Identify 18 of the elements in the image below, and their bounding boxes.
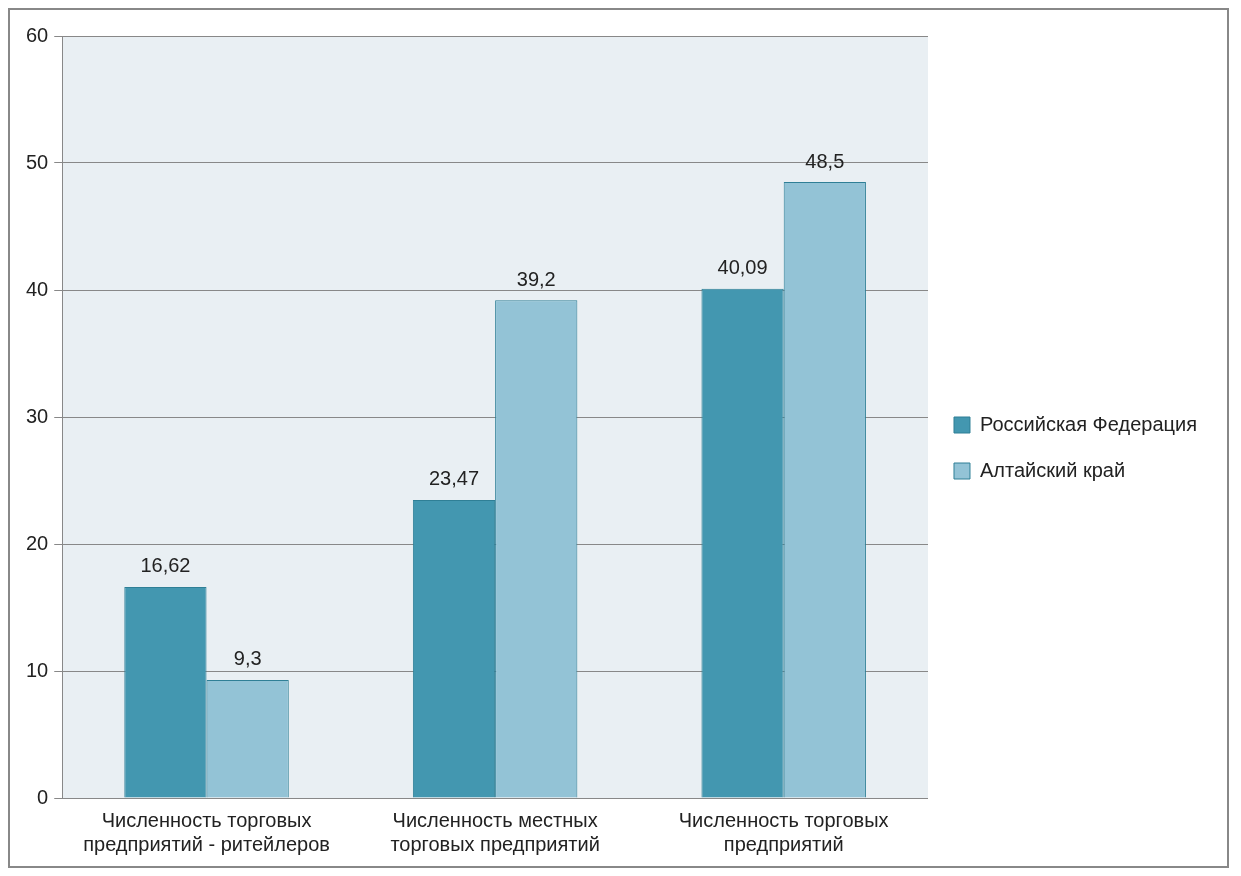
y-tick-label: 40: [26, 277, 49, 300]
text: 23,47: [428, 467, 480, 490]
y-tick-label: 20: [26, 531, 49, 554]
text: 16,62: [140, 554, 191, 577]
y-tick-label: 10: [26, 658, 49, 681]
text: 39,2: [516, 267, 556, 290]
x-tick-label: Численность местных торговых предприятий: [390, 808, 600, 855]
text: 48,5: [805, 149, 845, 172]
legend-label: Российская Федерация: [979, 412, 1197, 435]
text: 9,3: [233, 647, 262, 670]
y-tick-label: 30: [26, 404, 49, 427]
legend-label: Алтайский край: [979, 458, 1126, 481]
y-tick-label: 60: [26, 23, 49, 46]
y-tick-label: 50: [26, 150, 49, 173]
text: 40,09: [717, 256, 768, 279]
x-tick-label: Численность торговых предприятий: [678, 808, 889, 855]
x-tick-label: Численность торговых предприятий - ритейлеров: [83, 808, 330, 855]
y-tick-label: 0: [37, 785, 49, 808]
